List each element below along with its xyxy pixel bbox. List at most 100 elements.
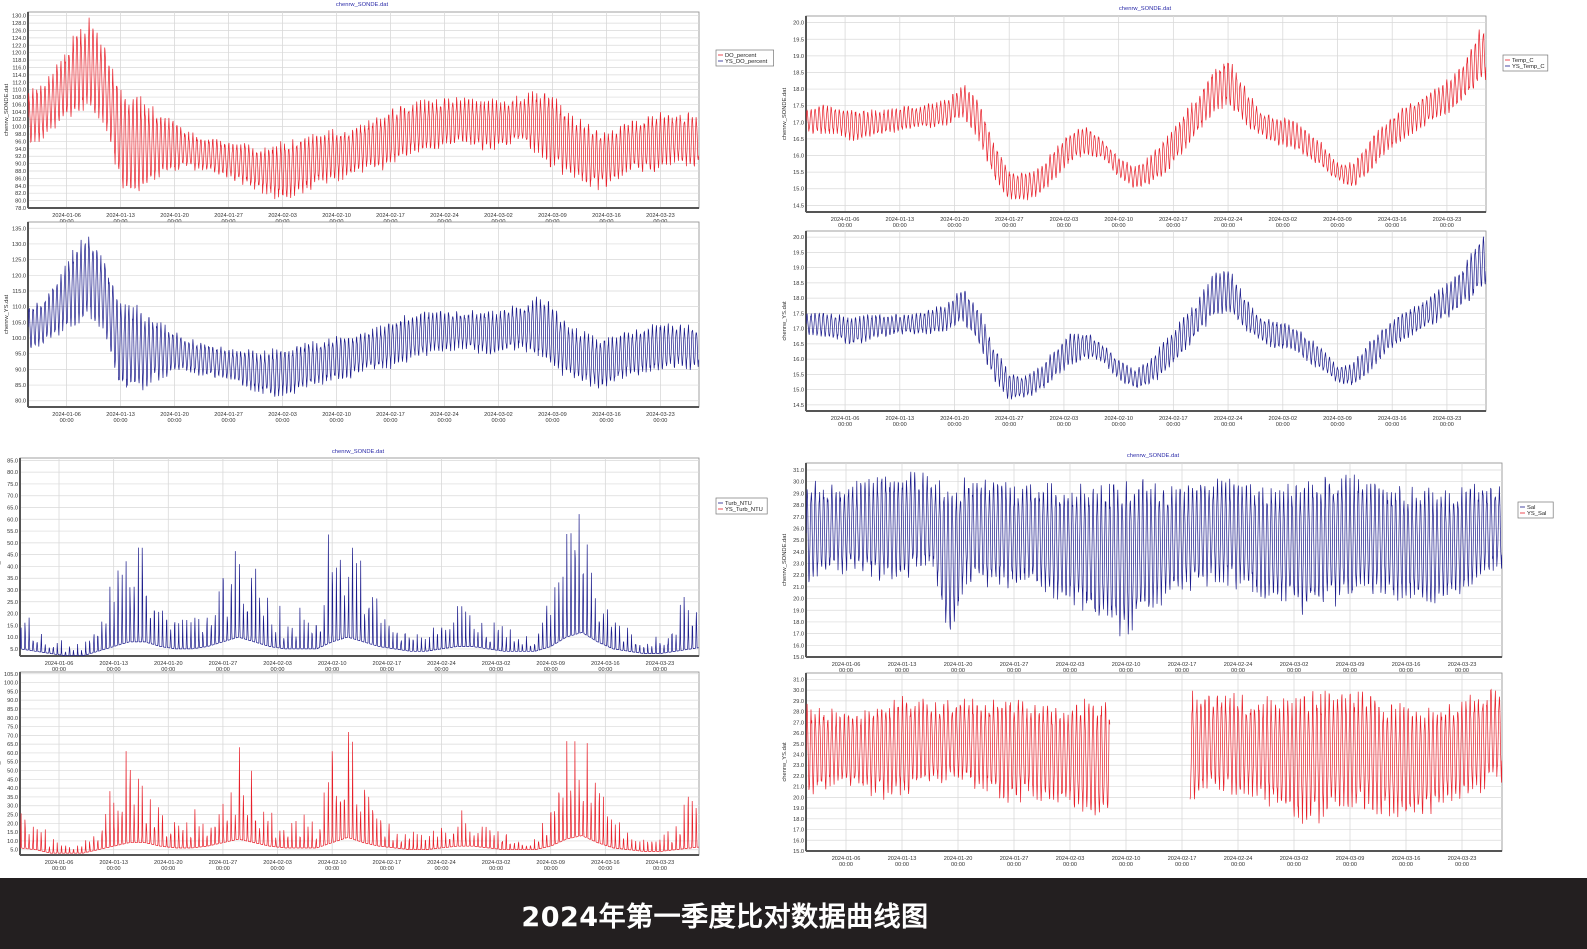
x-tick-time-label: 00:00 [325,866,339,872]
y-tick-label: 40.0 [7,786,18,792]
y-tick-label: 100.0 [4,681,18,687]
legend-entry-label: YS_Turb_NTU [725,507,763,513]
x-tick-date-label: 2024-03-16 [1392,662,1421,668]
x-tick-time-label: 00:00 [1007,668,1021,674]
plot-area [19,457,700,657]
x-tick-time-label: 00:00 [434,667,448,673]
x-tick-time-label: 00:00 [1330,422,1344,428]
y-tick-label: 30.0 [793,688,804,694]
x-tick-time-label: 00:00 [222,418,236,424]
x-tick-date-label: 2024-01-06 [832,662,861,668]
x-tick-time-label: 00:00 [1343,862,1357,868]
x-tick-time-label: 00:00 [893,422,907,428]
x-tick-date-label: 2024-02-24 [1214,217,1243,223]
y-tick-label: 27.0 [793,720,804,726]
y-tick-label: 15.0 [7,623,18,629]
x-tick-date-label: 2024-01-20 [160,213,189,219]
legend-box [715,49,774,67]
x-tick-time-label: 00:00 [895,862,909,868]
y-tick-label: 31.0 [793,468,804,474]
legend-entry-label: YS_DO_percent [725,59,768,65]
x-tick-date-label: 2024-03-09 [1336,662,1365,668]
x-tick-date-label: 2024-03-16 [592,412,621,418]
y-tick-label: 90.0 [15,367,26,373]
x-tick-date-label: 2024-03-09 [538,213,567,219]
x-tick-date-label: 2024-01-06 [832,856,861,862]
y-tick-label: 25.0 [7,813,18,819]
y-tick-label: 124.0 [12,36,26,42]
y-tick-label: 26.0 [793,731,804,737]
x-tick-time-label: 00:00 [951,668,965,674]
x-tick-date-label: 2024-02-17 [1159,217,1188,223]
x-tick-date-label: 2024-02-24 [430,412,459,418]
chart-panel-3: chenrw_SONDE.dat 15.0 16.0 17.0 18.0 19.0 20.0… [782,453,1554,868]
y-tick-label: 100.0 [12,336,26,342]
x-tick-date-label: 2024-01-13 [888,662,917,668]
x-tick-time-label: 00:00 [1221,223,1235,229]
x-tick-time-label: 00:00 [380,667,394,673]
legend-entry-label: DO_percent [725,53,757,59]
x-tick-time-label: 00:00 [838,223,852,229]
y-tick-label: 18.0 [793,817,804,823]
legend-box [1502,54,1549,72]
y-tick-label: 18.0 [793,296,804,302]
y-tick-label: 80.0 [7,716,18,722]
x-tick-time-label: 00:00 [1175,668,1189,674]
plot-1: 15.0 16.0 17.0 18.0 19.0 20.0 21.0 22.0 23.0 24.0… [782,672,1503,868]
x-tick-date-label: 2024-03-09 [1323,416,1352,422]
x-tick-time-label: 00:00 [434,866,448,872]
x-tick-time-label: 00:00 [271,866,285,872]
y-tick-label: 86.0 [15,176,26,182]
x-tick-time-label: 00:00 [1330,223,1344,229]
x-tick-time-label: 00:00 [598,866,612,872]
y-tick-label: 17.0 [793,327,804,333]
y-tick-label: 28.0 [793,710,804,716]
x-tick-time-label: 00:00 [107,667,121,673]
y-tick-label: 88.0 [15,169,26,175]
x-tick-date-label: 2024-01-06 [45,661,74,667]
x-tick-time-label: 00:00 [1166,223,1180,229]
chart-title: chenrw_SONDE.dat [1119,6,1172,12]
x-tick-date-label: 2024-02-10 [1104,217,1133,223]
x-tick-time-label: 00:00 [437,418,451,424]
y-tick-label: 23.0 [793,562,804,568]
legend-entry-label: Sal [1527,505,1535,511]
y-tick-label: 24.0 [793,550,804,556]
plot-1: 14.5 15.0 15.5 16.0 16.5 17.0 17.5 18.0 18.5 19.0… [782,230,1487,428]
y-tick-label: 75.0 [7,482,18,488]
plot-1: 80.0 85.0 90.0 95.0 100.0 105.0 110.0 115.0 120.… [4,221,700,424]
x-tick-date-label: 2024-03-02 [482,661,511,667]
x-tick-date-label: 2024-02-03 [268,213,297,219]
x-tick-time-label: 00:00 [489,667,503,673]
y-tick-label: 65.0 [7,506,18,512]
x-tick-date-label: 2024-01-13 [106,412,135,418]
x-tick-date-label: 2024-02-24 [430,213,459,219]
y-tick-label: 17.0 [793,120,804,126]
x-tick-date-label: 2024-03-02 [484,412,513,418]
y-tick-label: 16.0 [793,357,804,363]
x-tick-date-label: 2024-02-24 [1214,416,1243,422]
x-tick-time-label: 00:00 [1112,422,1126,428]
y-tick-label: 5.0 [10,647,18,653]
y-tick-label: 70.0 [7,494,18,500]
chart-panel-0: chenrw_SONDE.dat78.080.082.084.086.088.0… [4,2,774,424]
y-tick-label: 30.0 [7,804,18,810]
x-tick-date-label: 2024-02-10 [318,860,347,866]
y-tick-label: 102.0 [12,117,26,123]
y-tick-label: 80.0 [7,470,18,476]
y-tick-label: 85.0 [7,707,18,713]
y-axis-label: chenrw_SONDE.dat [782,88,788,141]
x-tick-date-label: 2024-03-09 [538,412,567,418]
legend-entry-label: Temp_C [1512,58,1534,64]
x-tick-date-label: 2024-02-17 [1159,416,1188,422]
y-tick-label: 35.0 [7,576,18,582]
y-tick-label: 45.0 [7,553,18,559]
x-tick-date-label: 2024-01-13 [106,213,135,219]
x-tick-date-label: 2024-03-02 [484,213,513,219]
x-tick-time-label: 00:00 [653,667,667,673]
x-tick-time-label: 00:00 [1455,668,1469,674]
x-tick-time-label: 00:00 [1440,223,1454,229]
x-tick-time-label: 00:00 [60,418,74,424]
caption-banner: 2024年第一季度比对数据曲线图 [0,878,1587,949]
